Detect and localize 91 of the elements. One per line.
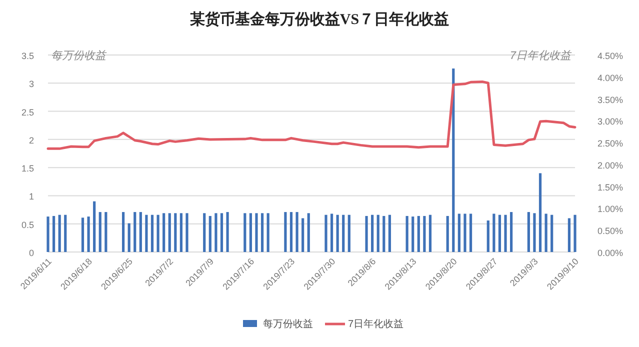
y2-axis-title: 7日年化收益 <box>510 50 572 62</box>
y2-tick-label: 3.00% <box>597 116 623 127</box>
y-tick-label: 2.5 <box>21 107 34 118</box>
y-tick-label: 1 <box>28 192 34 202</box>
bar <box>174 213 177 252</box>
bar <box>244 213 246 252</box>
bar <box>168 213 171 252</box>
bar <box>365 216 368 252</box>
bar <box>324 214 328 252</box>
bar <box>266 213 270 252</box>
y-tick-label: 0.5 <box>21 220 34 230</box>
bar <box>87 216 90 252</box>
line-series <box>46 80 576 150</box>
bar <box>406 216 408 252</box>
bar <box>382 216 386 252</box>
y2-tick-label: 0.00% <box>597 248 623 258</box>
y-axis-title: 每万份收益 <box>51 50 107 62</box>
bar <box>458 214 460 252</box>
bar <box>296 212 298 252</box>
bar <box>162 213 166 252</box>
bar <box>58 214 61 252</box>
chart-title: 某货币基金每万份收益VS７日年化收益 <box>188 11 450 28</box>
bar <box>52 216 56 252</box>
bar <box>98 212 102 252</box>
bar <box>492 214 496 252</box>
bar <box>307 213 310 252</box>
bar <box>544 214 548 252</box>
bar <box>150 214 154 252</box>
bar <box>128 223 130 252</box>
bar <box>428 214 432 252</box>
y2-tick-label: 2.50% <box>597 138 623 149</box>
bar <box>376 214 380 252</box>
bar <box>226 212 229 252</box>
y2-tick-label: 1.50% <box>597 182 623 192</box>
bar <box>81 218 84 252</box>
y2-tick-label: 0.50% <box>597 226 623 236</box>
bar <box>284 212 287 252</box>
bar <box>139 212 142 252</box>
y-tick-label: 2 <box>28 135 34 146</box>
bar <box>260 213 264 252</box>
bar <box>388 214 391 252</box>
bar <box>290 212 293 252</box>
bar <box>180 213 182 252</box>
bar <box>46 216 50 252</box>
bar <box>464 214 466 252</box>
bar <box>93 201 96 252</box>
bar <box>510 212 513 252</box>
bar <box>342 214 345 252</box>
bar <box>498 214 502 252</box>
bar <box>504 214 507 252</box>
y2-tick-label: 3.50% <box>597 94 623 105</box>
bar <box>336 214 339 252</box>
bar <box>214 213 218 252</box>
legend-label: 7日年化收益 <box>348 318 404 330</box>
bar <box>348 214 350 252</box>
y-tick-label: 0 <box>28 248 34 258</box>
y-tick-label: 1.5 <box>21 164 34 174</box>
bar <box>122 212 125 252</box>
y2-tick-label: 2.00% <box>597 160 623 170</box>
bar <box>486 220 490 252</box>
bar <box>550 214 554 252</box>
bar <box>446 216 449 252</box>
bar <box>371 214 374 252</box>
bar <box>302 218 304 252</box>
bar <box>527 212 530 252</box>
bar <box>186 213 188 252</box>
bar <box>568 218 571 252</box>
bar <box>134 212 136 252</box>
bar <box>574 214 576 252</box>
bar <box>156 214 160 252</box>
bar <box>145 214 148 252</box>
bar <box>104 212 108 252</box>
bar <box>64 214 67 252</box>
bar <box>423 216 426 252</box>
bar <box>417 216 420 252</box>
bar <box>412 216 414 252</box>
y2-tick-label: 1.00% <box>597 204 623 214</box>
bar <box>220 213 224 252</box>
bar <box>469 214 472 252</box>
bar <box>330 214 334 252</box>
bar <box>203 213 206 252</box>
bar <box>533 213 536 252</box>
bar <box>208 216 212 252</box>
y-tick-label: 3 <box>28 79 34 90</box>
y2-tick-label: 4.50% <box>597 51 623 61</box>
bar <box>255 213 258 252</box>
y-tick-label: 3.5 <box>21 51 34 61</box>
bar <box>538 173 542 252</box>
bar <box>249 213 252 252</box>
legend-label: 每万份收益 <box>263 318 313 330</box>
y2-tick-label: 4.00% <box>597 72 623 83</box>
